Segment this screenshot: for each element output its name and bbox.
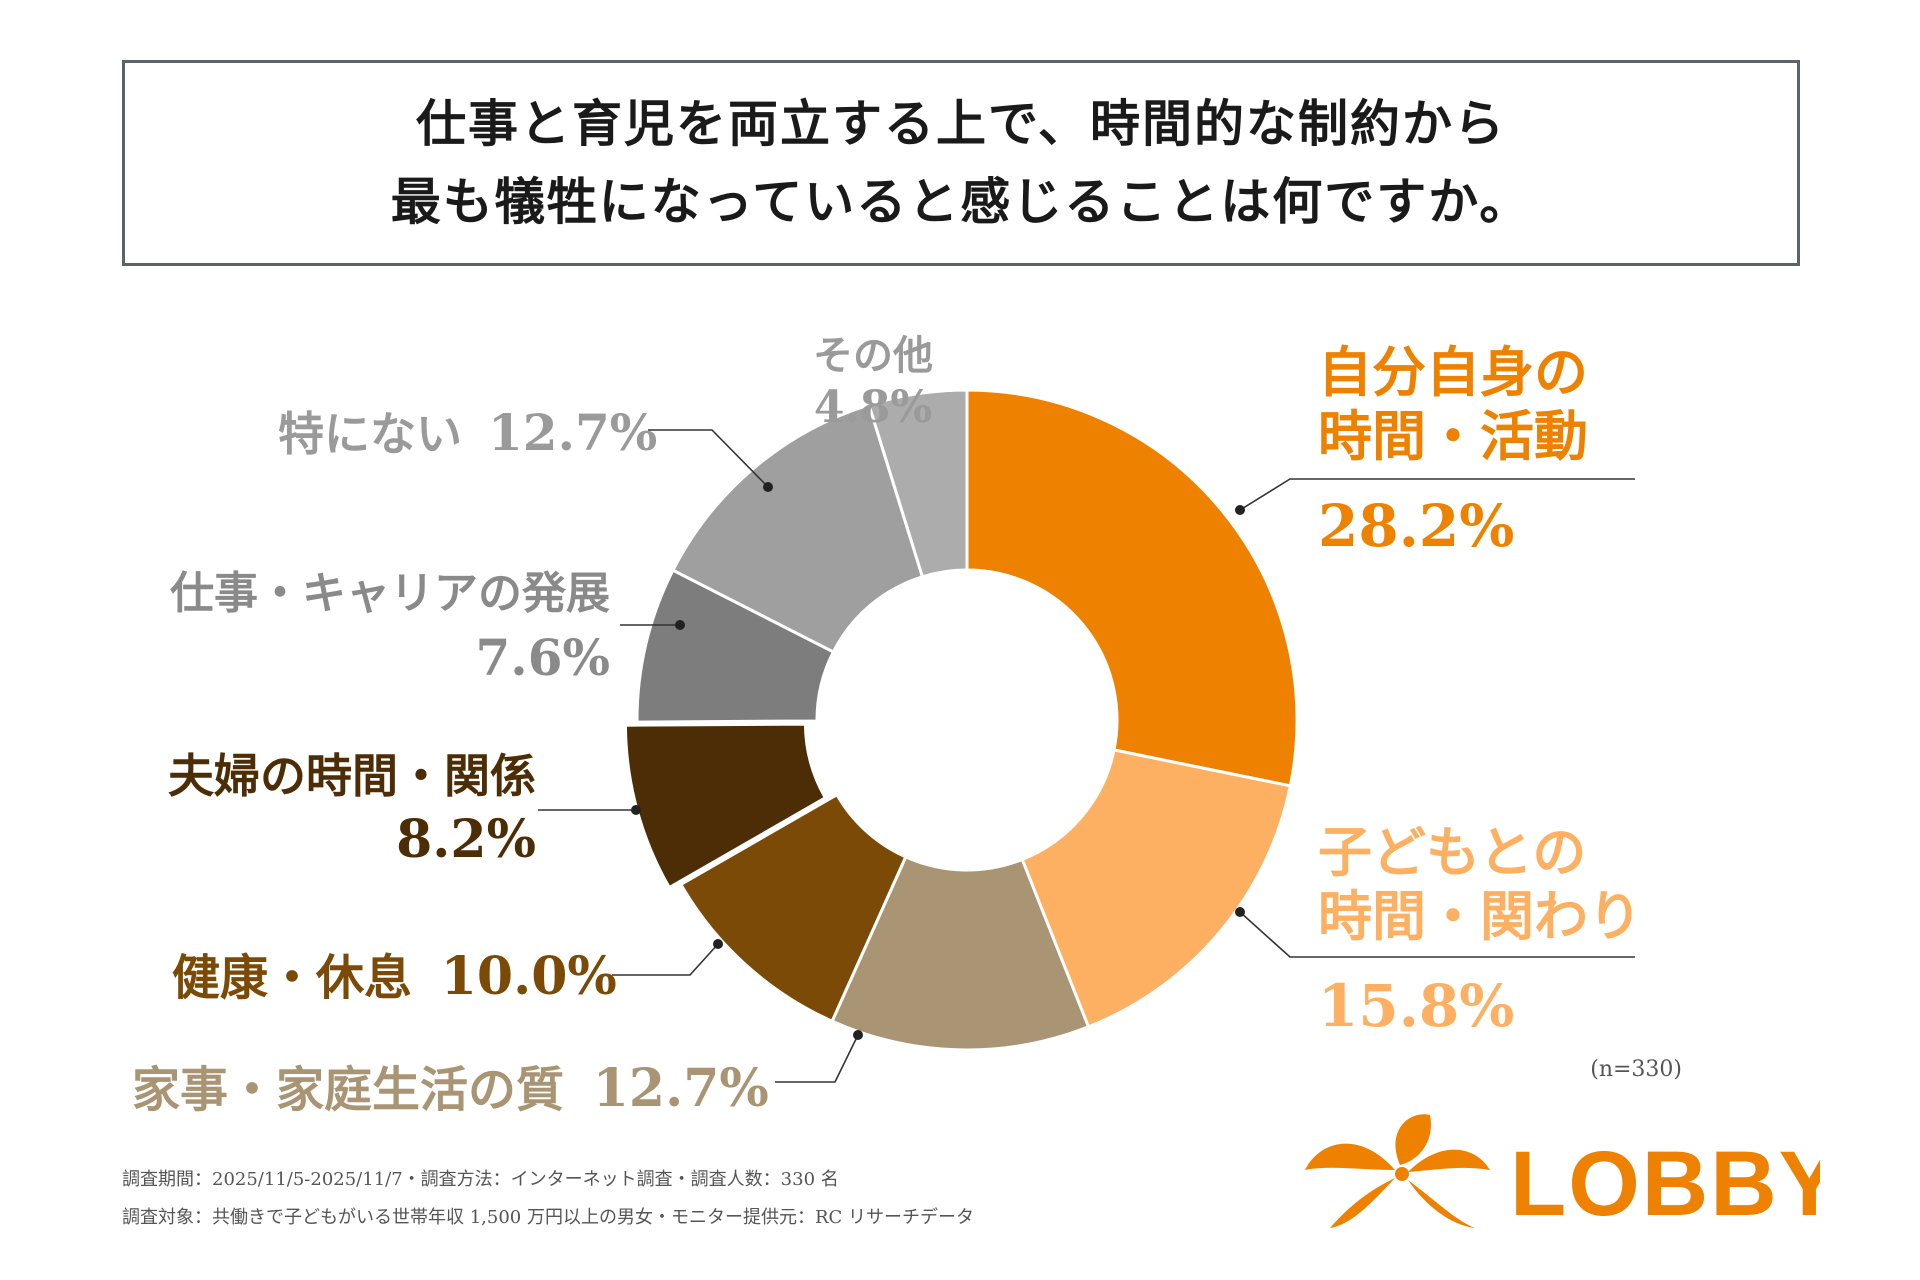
label-career-text: 仕事・キャリアの発展	[170, 568, 610, 619]
slice-other	[867, 388, 969, 579]
slice-child	[1020, 748, 1293, 1029]
label-home-text: 家事・家庭生活の質	[132, 1062, 565, 1118]
lobby-logo: LOBBY	[1305, 1114, 1820, 1235]
slice-home	[830, 854, 1091, 1052]
leader-line-health	[612, 943, 719, 976]
label-self-line2: 時間・活動	[1318, 404, 1588, 468]
leader-dot-child	[1235, 907, 1245, 917]
leader-dot-none	[763, 482, 773, 492]
label-other: その他 4.8%	[808, 330, 938, 434]
leader-line-self	[1239, 478, 1635, 511]
leader-line-child	[1239, 911, 1635, 958]
leader-dot-health	[713, 939, 723, 949]
label-health: 健康・休息 10.0%	[172, 938, 617, 1008]
leader-line-none	[648, 429, 769, 488]
label-child-pct: 15.8%	[1318, 972, 1515, 1040]
label-home-pct: 12.7%	[592, 1058, 769, 1119]
label-none-text: 特にない	[278, 407, 462, 461]
leader-dot-self	[1235, 505, 1245, 515]
label-child: 子どもとの 時間・関わり	[1318, 820, 1642, 948]
label-child-line1: 子どもとの	[1318, 820, 1587, 884]
label-health-text: 健康・休息	[172, 950, 413, 1006]
leader-dot-home	[853, 1030, 863, 1040]
label-career: 仕事・キャリアの発展 7.6%	[124, 562, 610, 690]
label-self-pct: 28.2%	[1318, 492, 1515, 560]
footer-line-1: 調査期間：2025/11/5-2025/11/7・調査方法：インターネット調査・…	[122, 1169, 839, 1190]
label-self-line1: 自分自身の	[1318, 340, 1588, 404]
title-box: 仕事と育児を両立する上で、時間的な制約から 最も犠牲になっていると感じることは何…	[122, 60, 1800, 266]
label-other-text: その他	[813, 332, 933, 379]
label-child-line2: 時間・関わり	[1318, 884, 1642, 948]
slice-self	[965, 388, 1299, 788]
label-career-pct: 7.6%	[475, 628, 611, 687]
sample-size: (n=330)	[1590, 1057, 1682, 1082]
label-none-pct: 12.7%	[488, 403, 658, 462]
footer-line-2: 調査対象：共働きで子どもがいる世帯年収 1,500 万円以上の男女・モニター提供…	[122, 1207, 975, 1228]
label-couple-text: 夫婦の時間・関係	[168, 749, 536, 803]
label-couple-pct: 8.2%	[396, 809, 536, 870]
slice-none	[670, 403, 925, 654]
title-line-2: 最も犠牲になっていると感じることは何ですか。	[390, 172, 1532, 231]
logo-text: LOBBY	[1510, 1133, 1820, 1235]
title-line-1: 仕事と育児を両立する上で、時間的な制約から	[416, 94, 1506, 153]
label-none: 特にない 12.7%	[278, 398, 657, 464]
label-health-pct: 10.0%	[440, 946, 617, 1007]
leader-line-home	[775, 1034, 859, 1083]
label-self: 自分自身の 時間・活動	[1318, 340, 1588, 468]
leader-dot-couple	[631, 805, 641, 815]
label-other-pct: 4.8%	[813, 382, 933, 433]
leaf-logo-icon	[1305, 1114, 1490, 1228]
label-home: 家事・家庭生活の質 12.7%	[132, 1050, 769, 1120]
slice-couple	[623, 722, 828, 890]
leader-dot-career	[675, 620, 685, 630]
slice-health	[678, 792, 908, 1024]
label-couple: 夫婦の時間・関係 8.2%	[132, 744, 536, 872]
